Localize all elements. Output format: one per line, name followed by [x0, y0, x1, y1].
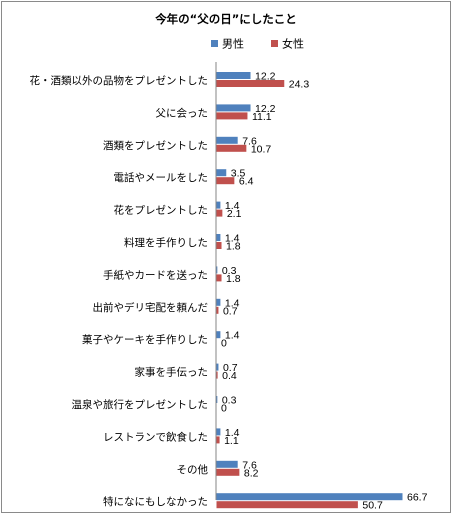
bar-male — [216, 104, 251, 112]
data-label-male: 1.4 — [225, 233, 240, 245]
bar-male — [216, 396, 218, 403]
data-label-female: 1.8 — [226, 273, 241, 285]
bar-male — [216, 201, 221, 209]
category-label: その他 — [177, 463, 209, 476]
chart-title: 今年の“父の日”にしたこと — [154, 12, 297, 26]
bar-male — [216, 72, 251, 79]
data-label-male: 0.3 — [222, 265, 237, 277]
bar-male — [216, 331, 221, 339]
category-label: 父に会った — [156, 106, 209, 119]
legend-label-0: 男性 — [222, 37, 244, 51]
bar-male — [216, 428, 221, 436]
category-label: 料理を手作りした — [124, 236, 208, 249]
legend-swatch-1 — [271, 40, 278, 47]
bar-female — [216, 80, 285, 87]
category-label: 特になにもしなかった — [103, 496, 208, 508]
data-label-male: 0.7 — [223, 362, 238, 374]
bar-female — [216, 501, 358, 509]
data-label-male: 1.4 — [225, 330, 240, 342]
bar-female — [216, 242, 222, 249]
legend-label-1: 女性 — [282, 37, 304, 51]
data-label-male: 7.6 — [242, 459, 257, 471]
category-labels: 花・酒類以外の品物をプレゼントした父に会った酒類をプレゼントした電話やメールをし… — [30, 74, 209, 508]
bar-male — [216, 460, 238, 468]
bars — [216, 72, 403, 509]
data-label-female: 1.8 — [226, 241, 241, 253]
data-label-male: 3.5 — [231, 168, 246, 180]
bar-male — [216, 169, 227, 177]
category-label: 家事を手伝った — [135, 366, 209, 379]
category-label: レストランで飲食した — [103, 430, 208, 443]
bar-male — [216, 266, 218, 274]
category-label: 出前やデリ宅配を頼んだ — [93, 301, 209, 314]
data-label-female: 1.1 — [224, 435, 239, 447]
data-label-male: 1.4 — [225, 297, 240, 309]
bar-female — [216, 177, 235, 185]
legend: 男性 女性 — [211, 37, 304, 51]
bar-female — [216, 468, 240, 476]
data-label-female: 11.1 — [252, 111, 272, 123]
data-label-male: 1.4 — [225, 200, 240, 212]
bar-female — [216, 371, 218, 379]
legend-swatch-0 — [211, 40, 218, 47]
data-label-female: 0 — [221, 403, 227, 415]
bar-female — [216, 274, 222, 282]
category-label: 温泉や旅行をプレゼントした — [72, 398, 209, 411]
data-label-male: 12.2 — [255, 103, 276, 115]
category-label: 花をプレゼントした — [114, 204, 209, 217]
bar-female — [216, 306, 219, 314]
bar-male — [216, 234, 221, 241]
category-label: 菓子やケーキを手作りした — [82, 333, 208, 346]
data-label-male: 66.7 — [407, 492, 428, 504]
data-label-female: 10.7 — [251, 143, 272, 155]
bar-female — [216, 436, 220, 444]
category-label: 電話やメールをした — [114, 171, 209, 184]
bar-male — [216, 363, 219, 371]
data-label-female: 6.4 — [239, 176, 254, 188]
category-label: 手紙やカードを送った — [103, 268, 208, 281]
data-label-female: 50.7 — [362, 500, 383, 512]
category-label: 酒類をプレゼントした — [103, 139, 208, 152]
value-labels: 12.224.312.211.17.610.73.56.41.42.11.41.… — [221, 71, 428, 512]
data-label-male: 7.6 — [242, 135, 257, 147]
bar-female — [216, 112, 248, 120]
category-label: 花・酒類以外の品物をプレゼントした — [30, 74, 209, 87]
bar-male — [216, 136, 238, 144]
bar-male — [216, 493, 403, 501]
data-label-female: 2.1 — [227, 208, 242, 220]
data-label-female: 0.7 — [223, 305, 238, 317]
data-label-male: 0.3 — [222, 395, 237, 407]
data-label-female: 8.2 — [244, 467, 259, 479]
data-label-male: 12.2 — [255, 71, 276, 83]
bar-male — [216, 298, 221, 306]
bar-female — [216, 209, 223, 217]
data-label-female: 24.3 — [289, 79, 310, 91]
data-label-male: 1.4 — [225, 427, 240, 439]
data-label-female: 0.4 — [222, 370, 237, 382]
data-label-female: 0 — [221, 338, 227, 350]
bar-female — [216, 144, 247, 152]
